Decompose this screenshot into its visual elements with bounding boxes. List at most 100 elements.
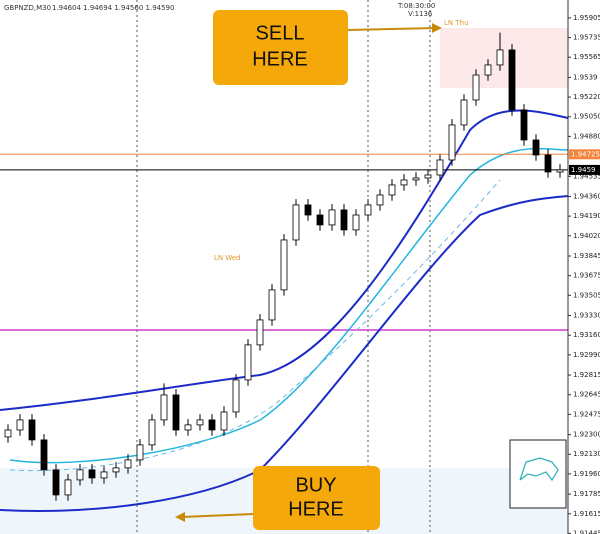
- callout-text: HERE: [252, 48, 308, 70]
- y-tick-label: 1.92645: [573, 391, 600, 399]
- candle-body: [388, 184, 396, 196]
- time: T:08:30:00: [397, 2, 435, 10]
- y-tick-label: 1.91615: [573, 510, 600, 518]
- ohlc: 1.94604 1.94694 1.94560 1.94590: [52, 4, 174, 12]
- y-tick-label: 1.95220: [573, 93, 600, 101]
- symbol: GBPNZD,M30: [4, 4, 51, 12]
- callout-text: HERE: [288, 498, 344, 520]
- y-tick-label: 1.92815: [573, 371, 600, 379]
- candle-body: [280, 239, 288, 291]
- y-tick-label: 1.93845: [573, 252, 600, 260]
- y-tick-label: 1.94880: [573, 132, 600, 140]
- band-upper: [0, 109, 569, 411]
- candle-body: [352, 214, 360, 231]
- arrow: [347, 27, 437, 31]
- candle-body: [400, 179, 408, 186]
- logo-bear: [519, 457, 559, 482]
- candle-body: [148, 419, 156, 446]
- y-tick-label: 1.95735: [573, 34, 600, 42]
- candle-body: [112, 467, 120, 473]
- price-tag: [569, 149, 600, 160]
- arrow-head: [432, 23, 442, 33]
- candle-body: [364, 204, 372, 216]
- candle-body: [424, 174, 432, 179]
- y-tick-label: 1.94535: [573, 172, 600, 180]
- candle-body: [124, 459, 132, 469]
- candle-body: [496, 49, 504, 66]
- y-tick-label: 1.95050: [573, 113, 600, 121]
- candle-body: [52, 469, 60, 496]
- candle-body: [100, 471, 108, 479]
- y-tick-label: 1.94190: [573, 212, 600, 220]
- candle-body: [172, 394, 180, 431]
- candle-body: [376, 194, 384, 206]
- price-tag-label: 1.9459: [571, 166, 596, 174]
- candle-body: [436, 159, 444, 176]
- candle-body: [460, 99, 468, 126]
- y-tick-label: 1.92130: [573, 450, 600, 458]
- candle-body: [532, 139, 540, 156]
- candle-body: [4, 429, 12, 438]
- y-tick-label: 1.91960: [573, 470, 600, 478]
- moving-average: [9, 179, 501, 472]
- price-tag-label: 1.94725: [571, 150, 600, 158]
- candle-body: [304, 204, 312, 216]
- sell-callout: [213, 10, 348, 85]
- y-tick-label: 1.92990: [573, 351, 600, 359]
- candle-body: [328, 209, 336, 226]
- plot: [0, 32, 568, 501]
- candle-body: [448, 124, 456, 161]
- callout-text: SELL: [256, 22, 305, 44]
- arrow-head: [175, 512, 185, 522]
- candle-body: [316, 214, 324, 226]
- candle-body: [28, 419, 36, 441]
- y-tick-label: 1.93675: [573, 272, 600, 280]
- candle-body: [544, 154, 552, 173]
- y-tick-label: 1.92475: [573, 410, 600, 418]
- candle-body: [16, 419, 24, 431]
- moving-average: [9, 147, 569, 464]
- candle-body: [268, 289, 276, 321]
- candle-body: [256, 319, 264, 346]
- candle-body: [340, 209, 348, 231]
- candle-body: [244, 344, 252, 381]
- zone: [440, 28, 568, 88]
- candle-body: [88, 469, 96, 479]
- y-tick-label: 1.95565: [573, 53, 600, 61]
- session-label: LN Wed: [214, 254, 241, 262]
- candle-body: [64, 479, 72, 496]
- candle-body: [40, 439, 48, 471]
- y-tick-label: 1.92300: [573, 431, 600, 439]
- y-tick-label: 1.93330: [573, 312, 600, 320]
- callout-text: BUY: [295, 474, 336, 496]
- price-axis: 1.95905 1.95735 1.95565 1.9539 1.95220 1.9505…: [568, 14, 600, 534]
- session-label: LN Thu: [444, 19, 469, 27]
- candle-body: [208, 419, 216, 431]
- candle-body: [412, 177, 420, 181]
- y-tick-label: 1.93160: [573, 331, 600, 339]
- candle-body: [508, 49, 516, 111]
- candle-body: [184, 424, 192, 431]
- candle-body: [292, 204, 300, 241]
- y-tick-label: 1.93505: [573, 291, 600, 299]
- y-tick-label: 1.91445: [573, 529, 600, 534]
- y-tick-label: 1.94360: [573, 192, 600, 200]
- candle-body: [232, 379, 240, 413]
- candle-body: [196, 419, 204, 426]
- candle-body: [472, 74, 480, 101]
- y-tick-label: 1.91785: [573, 490, 600, 498]
- candle-body: [520, 109, 528, 141]
- arrow: [181, 513, 254, 518]
- price-tag: [569, 164, 600, 175]
- buy-callout: [253, 466, 380, 530]
- logo: [509, 439, 567, 509]
- y-tick-label: 1.94020: [573, 232, 600, 240]
- candle-body: [76, 469, 84, 481]
- band-lower: [0, 195, 569, 512]
- candle-body: [484, 64, 492, 76]
- candle-body: [556, 169, 564, 173]
- candle-body: [220, 411, 228, 431]
- y-tick-label: 1.9539: [573, 73, 598, 81]
